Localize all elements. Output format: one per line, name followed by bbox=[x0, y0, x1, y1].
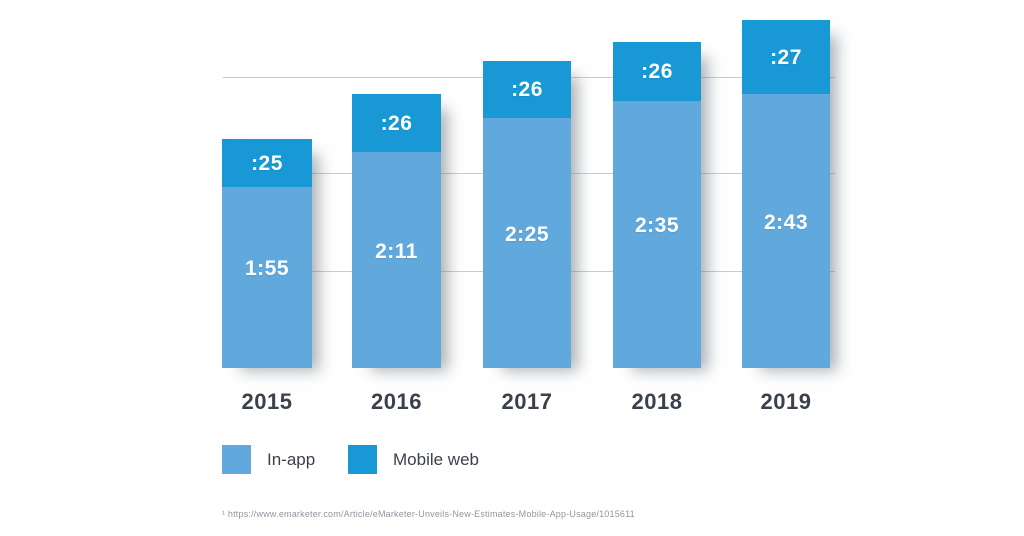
bar-2015: :25 1:55 bbox=[222, 139, 312, 368]
legend-swatch-mobile-web bbox=[348, 445, 377, 474]
bar-segment-in-app-2015: 1:55 bbox=[222, 187, 312, 368]
bar-2019: :27 2:43 bbox=[742, 20, 830, 368]
bar-2017: :26 2:25 bbox=[483, 61, 571, 368]
mobile-web-value-label-2015: :25 bbox=[251, 151, 283, 175]
footnote-source-link: ¹ https://www.emarketer.com/Article/eMar… bbox=[222, 509, 635, 519]
legend-swatch-in-app bbox=[222, 445, 251, 474]
in-app-value-label-2018: 2:35 bbox=[634, 214, 680, 237]
bar-2018: :26 2:35 bbox=[613, 42, 701, 368]
in-app-value-label-2017: 2:25 bbox=[504, 222, 550, 246]
mobile-web-value-label-2016: :26 bbox=[380, 111, 413, 135]
bar-segment-mobile-web-2016: :26 bbox=[352, 94, 441, 152]
legend-item-in-app: In-app bbox=[222, 445, 315, 474]
legend-item-mobile-web: Mobile web bbox=[348, 445, 479, 474]
x-axis-label-2015: 2015 bbox=[241, 389, 293, 414]
in-app-value-label-2019: 2:43 bbox=[763, 210, 809, 234]
bar-segment-in-app-2016: 2:11 bbox=[352, 152, 441, 368]
in-app-value-label-2015: 1:55 bbox=[244, 257, 290, 280]
bar-segment-mobile-web-2018: :26 bbox=[613, 42, 701, 101]
x-axis-label-2019: 2019 bbox=[760, 389, 812, 414]
bar-segment-in-app-2019: 2:43 bbox=[742, 94, 830, 368]
x-axis-label-2016: 2016 bbox=[371, 389, 422, 414]
bar-segment-mobile-web-2017: :26 bbox=[483, 61, 571, 118]
legend-label-in-app: In-app bbox=[267, 449, 316, 469]
bar-2016: :26 2:11 bbox=[352, 94, 441, 368]
bar-segment-in-app-2017: 2:25 bbox=[483, 118, 571, 368]
mobile-web-value-label-2019: :27 bbox=[770, 45, 802, 69]
in-app-value-label-2016: 2:11 bbox=[375, 239, 418, 263]
bar-segment-mobile-web-2015: :25 bbox=[222, 139, 312, 187]
x-axis-label-2017: 2017 bbox=[501, 389, 553, 414]
x-axis-label-2018: 2018 bbox=[631, 389, 683, 414]
bar-segment-mobile-web-2019: :27 bbox=[742, 20, 830, 94]
mobile-web-value-label-2017: :26 bbox=[511, 78, 543, 101]
bar-segment-in-app-2018: 2:35 bbox=[613, 101, 701, 368]
legend-label-mobile-web: Mobile web bbox=[393, 449, 479, 469]
mobile-web-value-label-2018: :26 bbox=[641, 60, 673, 83]
